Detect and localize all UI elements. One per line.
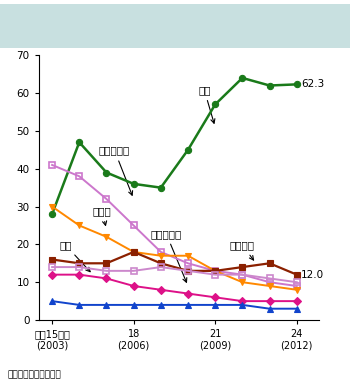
Text: 12.0: 12.0 [301, 270, 324, 280]
Text: シカ: シカ [198, 85, 215, 123]
Text: 千 ha: 千 ha [0, 35, 23, 45]
Text: サル: サル [60, 240, 90, 272]
Text: 62.3: 62.3 [301, 79, 324, 90]
Text: その他鳥類: その他鳥類 [99, 146, 133, 195]
Text: カラス: カラス [93, 206, 112, 225]
Text: 資料：農林水産省調べ: 資料：農林水産省調べ [7, 370, 61, 379]
FancyBboxPatch shape [4, 7, 77, 44]
Text: 野生鳥獣による農作物被害面積の推移: 野生鳥獣による農作物被害面積の推移 [157, 20, 263, 30]
Text: その他獣類: その他獣類 [150, 229, 187, 282]
Text: イノシシ: イノシシ [230, 240, 255, 260]
Text: 図3-1-10: 図3-1-10 [17, 20, 64, 30]
